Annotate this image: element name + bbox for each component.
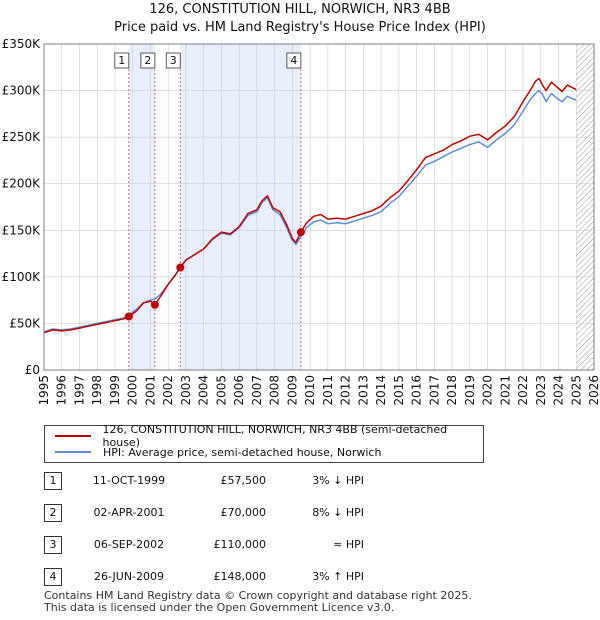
x-tick-label: 1999 <box>108 375 122 406</box>
x-tick-label: 2017 <box>427 375 441 406</box>
x-tick-label: 1997 <box>72 375 86 406</box>
sale-hpi-relation: 3% ↓ HPI <box>312 474 364 487</box>
y-tick-label: £350K <box>2 37 42 51</box>
x-tick-label: 2009 <box>285 375 299 406</box>
sale-marker-box <box>286 52 302 69</box>
x-tick-label: 2016 <box>410 375 424 406</box>
x-tick-label: 2015 <box>392 375 406 406</box>
sale-marker-label: 2 <box>144 54 151 67</box>
y-tick-label: £100K <box>2 270 42 284</box>
sale-marker-box <box>140 52 156 69</box>
property-price-line <box>43 77 577 334</box>
x-tick-label: 2002 <box>161 375 175 406</box>
legend-item-hpi: HPI: Average price, semi-detached house,… <box>55 444 381 460</box>
x-tick-label: 2004 <box>197 375 211 406</box>
sale-point <box>124 312 133 321</box>
chart-subtitle: Price paid vs. HM Land Registry's House … <box>114 20 486 35</box>
plot-area <box>44 44 594 370</box>
sale-marker-box <box>165 52 181 69</box>
forecast-hatch <box>576 44 594 370</box>
sale-point <box>296 228 305 237</box>
sale-hpi-relation: ≈ HPI <box>333 538 364 551</box>
x-tick-label: 2001 <box>143 375 157 406</box>
table-row: 3 06-SEP-2002 £110,000 ≈ HPI <box>44 534 374 556</box>
property-line-swatch <box>55 435 91 437</box>
legend-property-label: 126, CONSTITUTION HILL, NORWICH, NR3 4BB… <box>102 423 448 449</box>
x-tick-label: 1996 <box>55 375 69 406</box>
x-tick-label: 1998 <box>90 375 104 406</box>
hpi-line-swatch <box>55 451 91 453</box>
sale-number: 4 <box>44 568 62 586</box>
legend-item-property: 126, CONSTITUTION HILL, NORWICH, NR3 4BB… <box>55 423 483 449</box>
sale-marker-box <box>114 52 130 69</box>
sale-number: 3 <box>44 536 62 554</box>
sale-marker-label: 3 <box>170 54 177 67</box>
sale-point <box>150 300 159 309</box>
sale-number: 2 <box>44 504 62 522</box>
sale-marker-label: 4 <box>290 54 297 67</box>
sale-date: 06-SEP-2002 <box>93 538 165 551</box>
x-tick-label: 2021 <box>498 375 512 406</box>
x-tick-label: 2012 <box>339 375 353 406</box>
table-row: 1 11-OCT-1999 £57,500 3% ↓ HPI <box>44 470 374 492</box>
x-tick-label: 2023 <box>534 375 548 406</box>
x-tick-label: 2025 <box>569 375 583 406</box>
x-tick-label: 2005 <box>214 375 228 406</box>
sale-date: 11-OCT-1999 <box>92 474 166 487</box>
x-tick-label: 2026 <box>587 375 600 406</box>
x-tick-label: 2003 <box>179 375 193 406</box>
sale-hpi-relation: 8% ↓ HPI <box>312 506 364 519</box>
footer: Contains HM Land Registry data © Crown c… <box>44 590 472 614</box>
sale-price: £70,000 <box>220 506 267 519</box>
sale-hpi-relation: 3% ↑ HPI <box>312 570 364 583</box>
x-tick-label: 2024 <box>552 375 566 406</box>
sale-marker-label: 1 <box>118 54 125 67</box>
sale-point <box>176 263 185 272</box>
sale-number: 1 <box>44 472 62 490</box>
footer-copyright: Contains HM Land Registry data © Crown c… <box>44 589 472 602</box>
x-tick-label: 2022 <box>516 375 530 406</box>
price-chart: 1 2 3 4 £0 £50K £100K £150K £200K £250K £300K £350K… <box>2 37 600 406</box>
x-tick-label: 2014 <box>374 375 388 406</box>
x-tick-label: 2020 <box>481 375 495 406</box>
sale-period-band <box>180 44 301 370</box>
y-tick-label: £250K <box>2 130 42 144</box>
y-tick-label: £0 <box>25 363 40 377</box>
table-row: 4 26-JUN-2009 £148,000 3% ↑ HPI <box>44 566 374 588</box>
x-tick-label: 2006 <box>232 375 246 406</box>
x-tick-label: 2010 <box>303 375 317 406</box>
x-tick-label: 2007 <box>250 375 264 406</box>
x-tick-label: 1995 <box>37 375 51 406</box>
y-tick-label: £150K <box>2 223 42 237</box>
sale-price: £110,000 <box>213 538 267 551</box>
y-tick-label: £200K <box>2 177 42 191</box>
sale-date: 02-APR-2001 <box>93 506 165 519</box>
sale-price: £57,500 <box>220 474 267 487</box>
plot-frame <box>43 43 595 371</box>
x-tick-label: 2013 <box>356 375 370 406</box>
table-row: 2 02-APR-2001 £70,000 8% ↓ HPI <box>44 502 374 524</box>
y-tick-label: £50K <box>9 316 41 330</box>
x-tick-label: 2011 <box>321 375 335 406</box>
sale-price: £148,000 <box>213 570 267 583</box>
y-tick-label: £300K <box>2 84 42 98</box>
chart-title: 126, CONSTITUTION HILL, NORWICH, NR3 4BB <box>149 2 451 17</box>
x-tick-label: 2019 <box>463 375 477 406</box>
legend-hpi-label: HPI: Average price, semi-detached house,… <box>103 445 382 459</box>
x-tick-label: 2008 <box>268 375 282 406</box>
legend: 126, CONSTITUTION HILL, NORWICH, NR3 4BB… <box>44 423 484 463</box>
x-tick-label: 2018 <box>445 375 459 406</box>
footer-licence: This data is licensed under the Open Gov… <box>44 601 395 614</box>
sale-date: 26-JUN-2009 <box>93 570 165 583</box>
x-tick-label: 2000 <box>126 375 140 406</box>
